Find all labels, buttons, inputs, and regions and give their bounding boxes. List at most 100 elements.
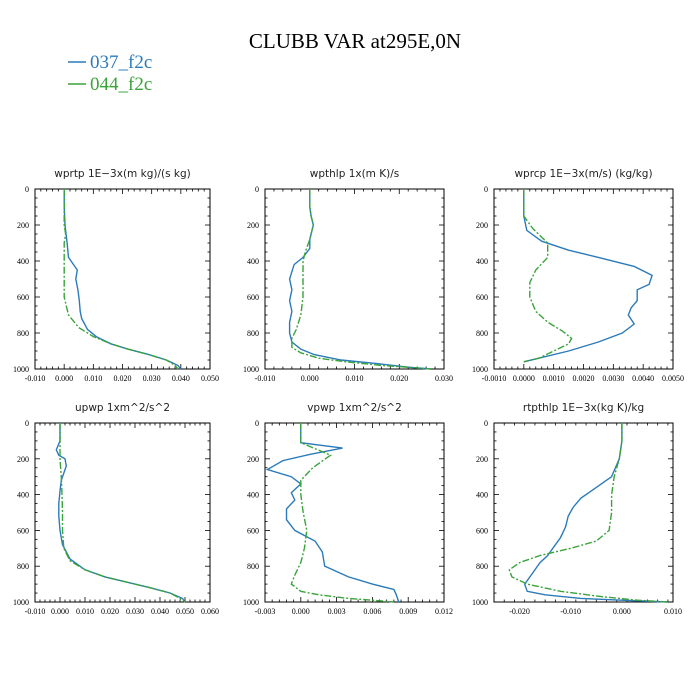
x-tick-label: 0.009 — [399, 607, 417, 616]
plot-frame — [493, 422, 674, 603]
plot-frame — [34, 422, 211, 603]
x-tick-label: 0.000 — [301, 374, 319, 383]
panel-title: wpthlp 1x(m K)/s — [310, 168, 400, 180]
panel-title: rtpthlp 1E−3x(kg K)/kg — [523, 402, 644, 414]
y-tick-label: 800 — [17, 562, 29, 571]
x-tick-label: 0.000 — [51, 607, 69, 616]
panel-3: wprcp 1E−3x(m/s) (kg/kg) 0 200 400 600 800 100… — [472, 168, 684, 383]
series-line-044-f2c — [59, 423, 186, 603]
panel-1: wprtp 1E−3x(m kg)/(s kg) 0 200 400 600 800 100… — [13, 168, 219, 383]
y-tick-label: 200 — [247, 221, 259, 230]
panel-title: vpwp 1xm^2/s^2 — [307, 402, 402, 414]
y-tick-label: 600 — [17, 526, 29, 535]
series-line-037-f2c — [63, 189, 182, 370]
panel-5: vpwp 1xm^2/s^2 0 200 400 600 800 1000-0.003 0.0… — [243, 402, 453, 616]
x-tick-label: 0.000 — [292, 607, 310, 616]
x-tick-label: 0.030 — [126, 607, 144, 616]
legend: 037_f2c 044_f2c — [68, 52, 152, 95]
x-tick-label: -0.010 — [255, 374, 276, 383]
x-tick-label: 0.030 — [435, 374, 453, 383]
x-tick-label: 0.0010 — [543, 374, 565, 383]
y-tick-label: 400 — [247, 257, 259, 266]
x-tick-label: 0.010 — [664, 607, 682, 616]
y-tick-label: 0 — [484, 185, 488, 194]
y-tick-label: 0 — [255, 185, 259, 194]
y-tick-label: 200 — [17, 455, 29, 464]
series-line-044-f2c — [291, 189, 431, 370]
x-tick-label: 0.0040 — [632, 374, 654, 383]
panel-title: wprcp 1E−3x(m/s) (kg/kg) — [514, 168, 652, 180]
y-tick-label: 1000 — [13, 598, 29, 607]
y-tick-label: 0 — [255, 419, 259, 428]
x-tick-label: 0.010 — [76, 607, 94, 616]
figure-title: CLUBB VAR at295E,0N — [249, 29, 461, 53]
series-line-044-f2c — [63, 189, 179, 370]
y-tick-label: 0 — [25, 185, 29, 194]
y-tick-label: 1000 — [472, 365, 488, 374]
x-tick-label: -0.0010 — [482, 374, 507, 383]
x-tick-label: 0.030 — [143, 374, 161, 383]
x-tick-label: -0.020 — [509, 607, 530, 616]
panel-2: wpthlp 1x(m K)/s 0 200 400 600 800 1000-0.010 0… — [243, 168, 453, 383]
x-tick-label: 0.060 — [201, 607, 219, 616]
x-tick-label: -0.010 — [560, 607, 581, 616]
x-tick-label: 0.010 — [346, 374, 364, 383]
x-tick-label: 0.020 — [114, 374, 132, 383]
series-line-037-f2c — [523, 189, 653, 363]
y-tick-label: 800 — [17, 329, 29, 338]
y-tick-label: 600 — [247, 293, 259, 302]
panel-6: rtpthlp 1E−3x(kg K)/kg 0 200 400 600 800 1000 -… — [472, 402, 682, 616]
y-tick-label: 1000 — [472, 598, 488, 607]
y-tick-label: 200 — [476, 455, 488, 464]
x-tick-label: 0.010 — [84, 374, 102, 383]
panels: wprtp 1E−3x(m kg)/(s kg) 0 200 400 600 800 100… — [13, 168, 684, 616]
y-tick-label: 800 — [476, 562, 488, 571]
y-tick-label: 600 — [476, 526, 488, 535]
panel-title: upwp 1xm^2/s^2 — [75, 402, 170, 414]
x-tick-label: 0.0050 — [662, 374, 684, 383]
plot-frame — [493, 188, 674, 370]
series-line-044-f2c — [508, 423, 668, 603]
y-tick-label: 600 — [476, 293, 488, 302]
y-tick-label: 200 — [17, 221, 29, 230]
plot-frame — [264, 422, 445, 603]
x-tick-label: 0.0020 — [573, 374, 595, 383]
y-tick-label: 400 — [17, 491, 29, 500]
x-tick-label: -0.003 — [255, 607, 276, 616]
y-tick-label: 400 — [17, 257, 29, 266]
series-line-044-f2c — [523, 189, 573, 363]
series-line-037-f2c — [523, 423, 668, 603]
x-tick-label: 0.050 — [201, 374, 219, 383]
y-tick-label: 200 — [476, 221, 488, 230]
y-tick-label: 400 — [247, 491, 259, 500]
y-tick-label: 1000 — [243, 598, 259, 607]
x-tick-label: 0.000 — [613, 607, 631, 616]
x-tick-label: 0.0000 — [513, 374, 535, 383]
y-tick-label: 600 — [247, 526, 259, 535]
y-tick-label: 400 — [476, 491, 488, 500]
y-tick-label: 200 — [247, 455, 259, 464]
x-tick-label: -0.010 — [25, 374, 46, 383]
series-line-037-f2c — [55, 423, 186, 603]
y-tick-label: 800 — [247, 329, 259, 338]
series-line-037-f2c — [265, 423, 400, 603]
legend-label-044: 044_f2c — [90, 74, 152, 95]
x-tick-label: 0.0030 — [602, 374, 624, 383]
y-tick-label: 1000 — [13, 365, 29, 374]
x-tick-label: 0.040 — [151, 607, 169, 616]
panel-title: wprtp 1E−3x(m kg)/(s kg) — [54, 168, 191, 180]
y-tick-label: 0 — [25, 419, 29, 428]
x-tick-label: 0.012 — [435, 607, 453, 616]
y-tick-label: 800 — [247, 562, 259, 571]
x-tick-label: 0.020 — [101, 607, 119, 616]
x-tick-label: 0.050 — [176, 607, 194, 616]
x-tick-label: 0.020 — [390, 374, 408, 383]
x-tick-label: 0.000 — [55, 374, 73, 383]
plot-frame — [34, 188, 211, 370]
y-tick-label: 800 — [476, 329, 488, 338]
y-tick-label: 400 — [476, 257, 488, 266]
x-tick-label: 0.040 — [172, 374, 190, 383]
y-tick-label: 600 — [17, 293, 29, 302]
x-tick-label: -0.010 — [25, 607, 46, 616]
